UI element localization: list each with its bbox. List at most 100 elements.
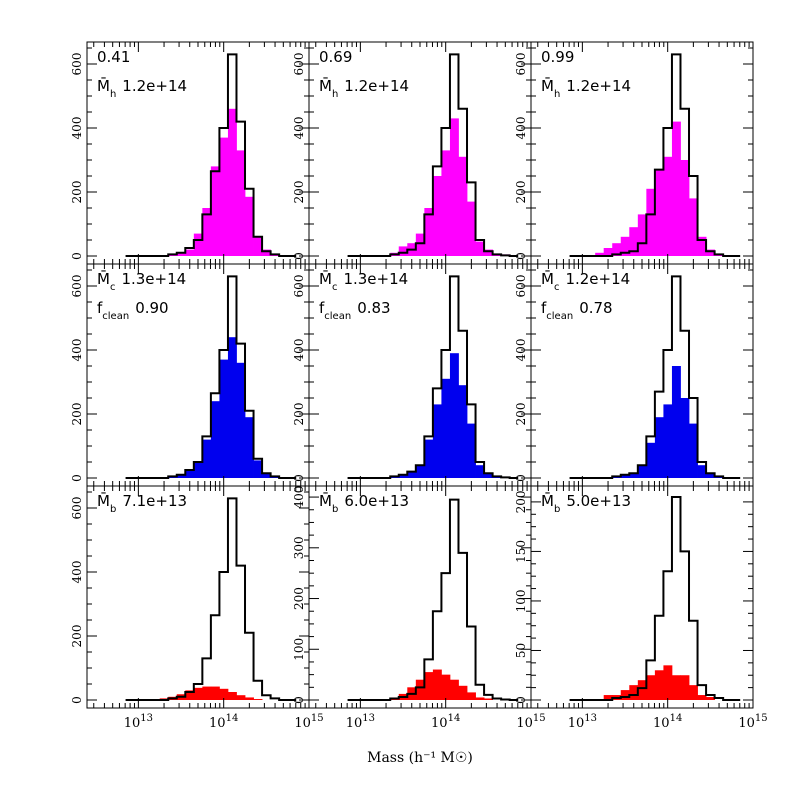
panel-annotation: M̄b 5.0e+13 bbox=[541, 491, 631, 514]
filled-bar bbox=[680, 675, 690, 700]
y-tick-label: 600 bbox=[514, 53, 528, 76]
panel-annotation: 0.69 bbox=[319, 48, 352, 66]
filled-bar bbox=[612, 243, 622, 256]
panel-annotation: M̄c 1.3e+14 bbox=[97, 269, 186, 292]
filled-bar bbox=[227, 692, 237, 700]
filled-bar bbox=[484, 249, 494, 256]
filled-bar bbox=[654, 670, 664, 700]
filled-bar bbox=[193, 233, 203, 256]
y-tick-label: 0 bbox=[70, 252, 84, 260]
filled-bar bbox=[415, 465, 425, 478]
filled-bar bbox=[441, 150, 451, 256]
filled-bar bbox=[432, 404, 442, 478]
filled-bar bbox=[646, 188, 656, 256]
filled-bar bbox=[646, 675, 656, 700]
filled-bar bbox=[629, 227, 639, 256]
panel-frame bbox=[308, 41, 532, 265]
y-tick-label: 400 bbox=[70, 561, 84, 584]
panel-frame bbox=[86, 41, 310, 265]
panel-annotation: fclean 0.83 bbox=[319, 299, 391, 322]
filled-bar bbox=[603, 248, 613, 256]
filled-bar bbox=[210, 686, 220, 700]
x-tick-label: 1015 bbox=[738, 713, 767, 731]
x-axis-title: Mass (h⁻¹ M☉) bbox=[367, 750, 473, 766]
panel-r2-c1: 0 100 200 300 400 M̄b 6.0e+13 bbox=[292, 485, 532, 709]
panel-annotation: M̄h 1.2e+14 bbox=[541, 76, 631, 99]
filled-bar bbox=[219, 688, 229, 700]
x-tick-label: 1014 bbox=[209, 713, 238, 731]
filled-bar bbox=[637, 214, 647, 256]
panel-plot-area bbox=[125, 53, 297, 257]
filled-bar bbox=[407, 472, 417, 478]
outline-histogram bbox=[569, 53, 741, 257]
panel-frame bbox=[86, 263, 310, 487]
y-tick-label: 400 bbox=[70, 339, 84, 362]
filled-bar bbox=[219, 359, 229, 478]
x-axis-labels: 1013 1014 1015 1013 1014 1015 1013 1014 1015 bbox=[124, 713, 768, 731]
y-tick-label: 200 bbox=[292, 587, 306, 610]
filled-bar bbox=[671, 121, 681, 256]
outline-histogram bbox=[125, 53, 297, 257]
filled-bar bbox=[210, 401, 220, 478]
filled-bar bbox=[398, 475, 408, 478]
filled-bar bbox=[424, 439, 434, 478]
panel-plot-area bbox=[125, 497, 297, 701]
filled-bar bbox=[475, 697, 485, 700]
panel-plot-area bbox=[569, 275, 741, 479]
filled-bar bbox=[680, 398, 690, 478]
filled-bar bbox=[185, 249, 195, 256]
panel-plot-area bbox=[569, 495, 741, 701]
y-tick-label: 0 bbox=[292, 252, 306, 260]
panels-group: 0 200 400 600 0.41 M̄h 1.2e+14 0 200 400 600 0.69 M̄… bbox=[70, 41, 754, 709]
filled-bar bbox=[449, 118, 459, 257]
filled-bar bbox=[432, 176, 442, 256]
panel-annotation: M̄h 1.2e+14 bbox=[319, 76, 409, 99]
filled-bar bbox=[441, 674, 451, 700]
filled-bar bbox=[262, 249, 272, 256]
panel-frame bbox=[86, 485, 310, 709]
filled-bar bbox=[646, 442, 656, 478]
filled-bar bbox=[415, 679, 425, 700]
panel-plot-area bbox=[347, 498, 519, 701]
filled-bar bbox=[176, 252, 186, 256]
y-tick-label: 600 bbox=[514, 275, 528, 298]
filled-bar bbox=[654, 417, 664, 478]
y-tick-label: 100 bbox=[514, 589, 528, 612]
filled-bar bbox=[637, 680, 647, 700]
filled-bar bbox=[253, 236, 263, 256]
filled-bar bbox=[689, 198, 698, 256]
panel-plot-area bbox=[125, 275, 297, 479]
filled-bar bbox=[441, 378, 451, 478]
panel-r2-c0: 0 200 400 600 M̄b 7.1e+13 bbox=[70, 485, 310, 709]
y-tick-label: 400 bbox=[292, 486, 306, 509]
filled-bar bbox=[475, 241, 485, 256]
filled-bar bbox=[449, 679, 459, 700]
y-tick-label: 200 bbox=[70, 625, 84, 648]
panel-r2-c2: 0 50 100 150 200 M̄b 5.0e+13 bbox=[514, 485, 754, 709]
filled-bar bbox=[236, 362, 246, 478]
filled-bar bbox=[424, 208, 434, 256]
panel-annotation: 0.41 bbox=[97, 48, 130, 66]
filled-bar bbox=[697, 695, 707, 700]
filled-bar bbox=[654, 169, 664, 256]
filled-bar bbox=[227, 108, 237, 256]
y-tick-label: 150 bbox=[514, 540, 528, 563]
filled-bar bbox=[706, 697, 716, 700]
filled-bar bbox=[176, 474, 186, 478]
filled-bar bbox=[424, 672, 434, 700]
y-tick-label: 0 bbox=[292, 474, 306, 482]
filled-bar bbox=[193, 462, 203, 478]
y-tick-label: 100 bbox=[292, 638, 306, 661]
filled-bar bbox=[680, 160, 690, 256]
panel-frame bbox=[308, 263, 532, 487]
filled-bar bbox=[671, 366, 681, 478]
y-tick-label: 400 bbox=[514, 117, 528, 140]
panel-r0-c1: 0 200 400 600 0.69 M̄h 1.2e+14 bbox=[292, 41, 532, 265]
panel-annotation: M̄b 6.0e+13 bbox=[319, 491, 409, 514]
filled-bar bbox=[262, 473, 272, 478]
filled-bar bbox=[253, 460, 263, 478]
filled-bar bbox=[458, 685, 468, 700]
y-tick-label: 400 bbox=[514, 339, 528, 362]
panel-frame bbox=[530, 263, 754, 487]
x-tick-label: 1013 bbox=[124, 713, 153, 731]
